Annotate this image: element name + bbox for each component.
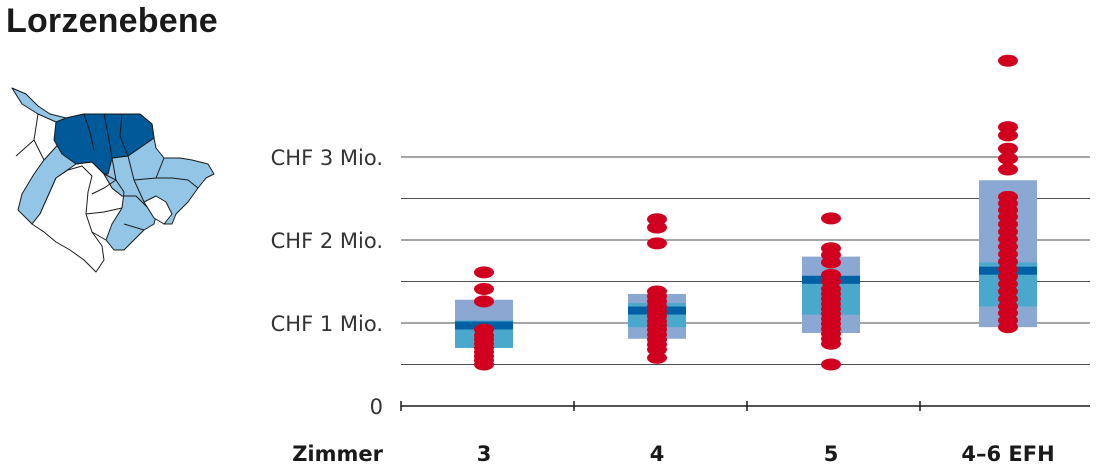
data-point <box>474 295 494 308</box>
page-title: Lorzenebene <box>6 2 218 40</box>
y-tick-label: 0 <box>370 395 383 419</box>
x-category-label: 5 <box>824 442 839 466</box>
data-point <box>647 237 667 250</box>
data-point <box>647 213 667 226</box>
data-point <box>998 54 1018 67</box>
data-point <box>821 256 841 269</box>
y-tick-label: CHF 3 Mio. <box>271 146 383 170</box>
data-point <box>998 163 1018 176</box>
y-tick-label: CHF 2 Mio. <box>271 229 383 253</box>
data-point <box>647 351 667 364</box>
map-region-lake-south <box>103 173 157 251</box>
data-point <box>998 321 1018 334</box>
data-point <box>474 358 494 371</box>
data-point <box>474 266 494 279</box>
x-category-label: 4–6 EFH <box>961 442 1054 466</box>
x-axis-label: Zimmer <box>292 442 383 466</box>
data-point <box>821 337 841 350</box>
map-region-white-east <box>143 195 173 225</box>
data-point <box>998 152 1018 165</box>
x-category-label: 3 <box>477 442 492 466</box>
data-point <box>821 358 841 371</box>
data-point <box>998 142 1018 155</box>
map-borders-dark <box>83 113 129 159</box>
x-category-label: 4 <box>650 442 665 466</box>
region-map <box>11 87 215 273</box>
data-point <box>821 212 841 225</box>
map-region-white-west <box>31 165 105 273</box>
data-point <box>647 343 667 356</box>
y-tick-label: CHF 1 Mio. <box>271 312 383 336</box>
data-point <box>647 221 667 234</box>
data-point <box>998 121 1018 134</box>
data-point <box>998 129 1018 142</box>
data-point <box>474 282 494 295</box>
